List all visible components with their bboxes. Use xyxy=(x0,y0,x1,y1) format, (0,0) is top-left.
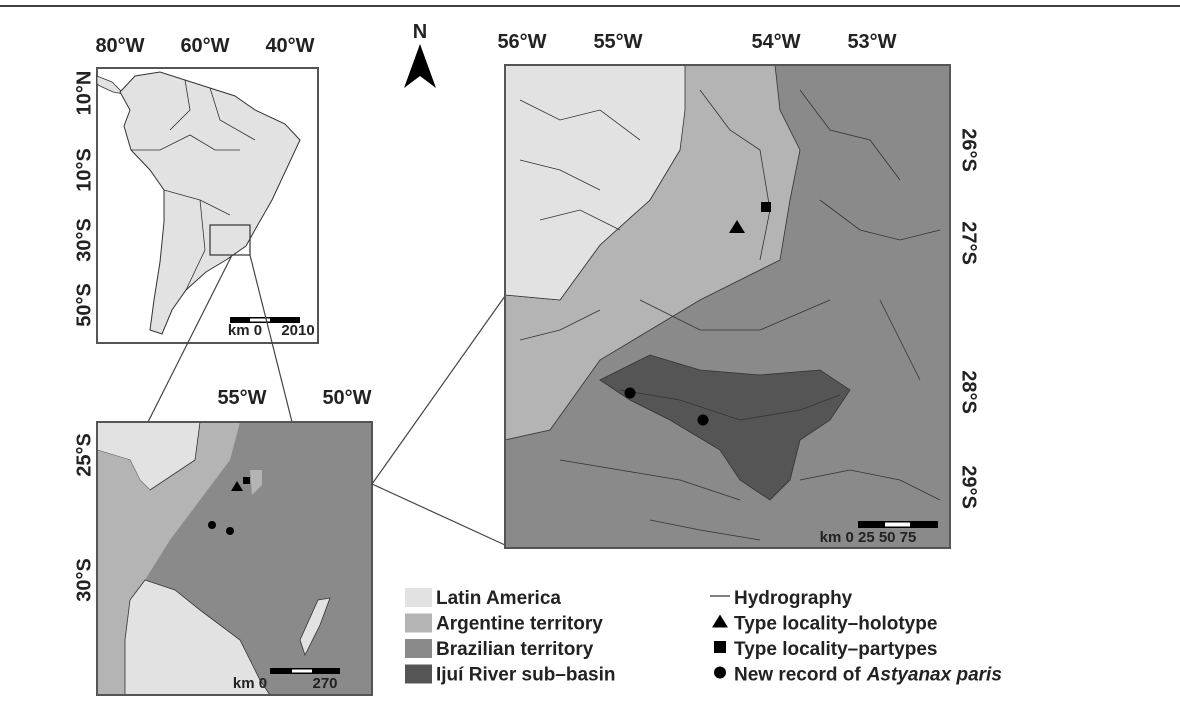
legend-label: Latin America xyxy=(436,588,561,609)
legend: Latin America Argentine territory Brazilia… xyxy=(405,588,1002,686)
legend-symbol xyxy=(712,615,728,628)
zoom-line xyxy=(372,484,505,545)
legend-text: New record of xyxy=(734,665,861,686)
lat-label: 25°S xyxy=(73,433,95,477)
lon-label: 40°W xyxy=(265,35,314,57)
legend-symbol xyxy=(714,667,726,679)
lat-label: 50°S xyxy=(73,283,95,327)
lon-label: 50°W xyxy=(322,387,371,409)
legend-label: Argentine territory xyxy=(436,614,603,635)
legend-label: Type locality–partypes xyxy=(734,639,937,660)
lon-label: 53°W xyxy=(847,31,896,53)
lat-label: 29°S xyxy=(958,465,980,509)
legend-swatch xyxy=(405,588,432,607)
legend-label: Brazilian territory xyxy=(436,639,594,660)
map-detail xyxy=(505,65,950,548)
legend-swatch xyxy=(405,614,432,633)
legend-swatch xyxy=(405,639,432,658)
legend-text: Type locality–partypes xyxy=(734,639,937,660)
scale-label: km 0 xyxy=(233,675,267,692)
scale-label: km 0 25 50 75 xyxy=(820,529,917,546)
lat-label: 30°S xyxy=(73,218,95,262)
lon-label: 55°W xyxy=(217,387,266,409)
lon-label: 54°W xyxy=(751,31,800,53)
legend-label: Ijuí River sub–basin xyxy=(436,665,616,686)
legend-text: Hydrography xyxy=(734,588,853,609)
legend-symbol xyxy=(714,641,726,653)
lon-label: 80°W xyxy=(95,35,144,57)
map-region xyxy=(97,422,372,695)
lon-label: 55°W xyxy=(593,31,642,53)
lon-label: 56°W xyxy=(497,31,546,53)
north-label: N xyxy=(413,21,427,43)
scale-label: 270 xyxy=(312,675,337,692)
lat-label: 27°S xyxy=(958,221,980,265)
lat-label: 30°S xyxy=(73,558,95,602)
lon-label: 60°W xyxy=(180,35,229,57)
map-south-america xyxy=(97,68,318,343)
zoom-line xyxy=(372,296,505,484)
legend-label: Hydrography xyxy=(734,588,853,609)
north-arrow xyxy=(404,44,436,88)
lat-label: 26°S xyxy=(958,128,980,172)
scale-label: km 0 xyxy=(228,322,262,339)
figure: N xyxy=(0,0,1180,710)
lat-label: 10°S xyxy=(73,148,95,192)
scale-label: 2010 xyxy=(281,322,314,339)
legend-label: Type locality–holotype xyxy=(734,614,937,635)
legend-text-italic: Astyanax paris xyxy=(866,665,1002,686)
lat-label: 10°N xyxy=(73,71,95,116)
lat-label: 28°S xyxy=(958,370,980,414)
legend-text: Type locality–holotype xyxy=(734,614,937,635)
legend-swatch xyxy=(405,665,432,684)
